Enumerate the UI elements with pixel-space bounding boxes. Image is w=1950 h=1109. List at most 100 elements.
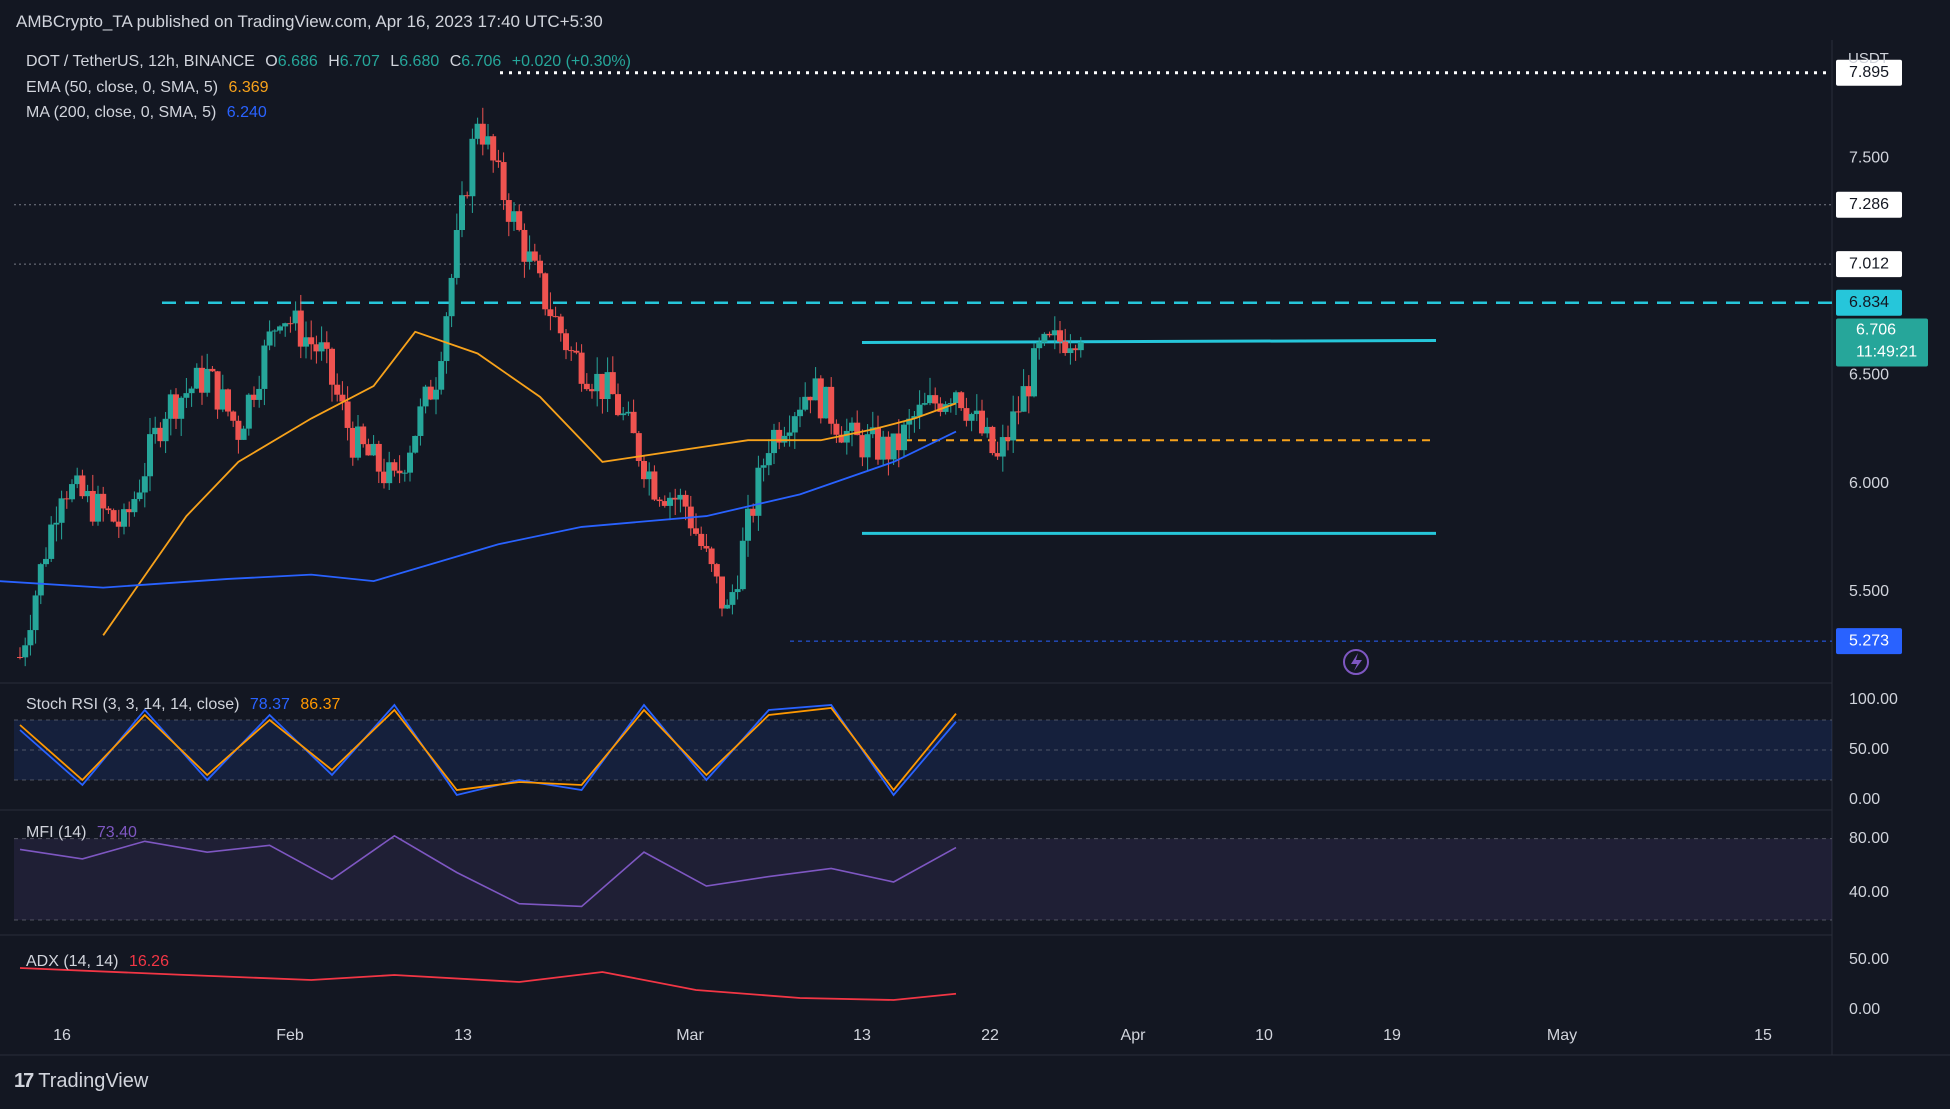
current-price-bg (1836, 318, 1928, 367)
candle-body (17, 656, 23, 658)
candle-body (994, 453, 1001, 457)
candle-body (313, 344, 320, 352)
price-tag-6834-bg (1836, 289, 1902, 316)
candle-body (251, 394, 257, 400)
candle-body (193, 367, 200, 389)
ma-line (0, 430, 957, 589)
candle-body (100, 493, 107, 509)
candle-body (48, 524, 55, 559)
candle-body (360, 426, 367, 445)
candle-body (823, 386, 829, 419)
candle-body (490, 136, 497, 161)
candle-body (646, 471, 653, 480)
candle-body (417, 406, 424, 436)
mfi-tick-label: 40.00 (1849, 884, 1889, 901)
candle-body (849, 422, 855, 431)
candle-body (729, 592, 736, 605)
candle-body (937, 403, 944, 412)
candle-body (407, 452, 413, 473)
candle-body (609, 372, 616, 395)
candle-body (162, 418, 169, 442)
candle-body (958, 392, 965, 409)
candle-body (219, 389, 226, 410)
candle-body (469, 138, 476, 197)
price-tag-6834: 6.834 (1849, 294, 1889, 311)
candle-body (95, 493, 101, 522)
price-tag-7286-bg (1836, 191, 1902, 218)
candle-body (542, 273, 549, 310)
candle-body (661, 501, 668, 506)
candle-body (63, 498, 70, 500)
adx-tick-label: 0.00 (1849, 1001, 1880, 1018)
time-tick-label: 10 (1255, 1027, 1273, 1044)
candle-body (355, 426, 361, 458)
ema-label[interactable]: EMA (50, close, 0, SMA, 5) (26, 79, 219, 96)
chart-canvas[interactable]: 7.500 6.500 6.000 5.500 7.895 7.286 7.012 6.834… (0, 40, 1950, 1100)
candle-body (906, 418, 913, 425)
candle-body (802, 396, 809, 410)
stoch-label[interactable]: Stoch RSI (3, 3, 14, 14, close) (26, 696, 240, 713)
candle-body (713, 564, 720, 577)
candle-body (750, 508, 757, 516)
candle-body (349, 427, 356, 458)
ohlc-low-label: L (390, 53, 400, 70)
candle-body (58, 498, 65, 523)
candle-body (817, 378, 824, 419)
candle-body (875, 427, 881, 460)
candle-body (594, 373, 601, 392)
candle-body (557, 316, 564, 334)
candle-body (53, 522, 60, 525)
ohlc-high: 6.707 (339, 53, 380, 70)
time-tick-label: 22 (981, 1027, 999, 1044)
ohlc-high-label: H (328, 53, 340, 70)
symbol-label[interactable]: DOT / TetherUS, 12h, BINANCE (26, 53, 255, 70)
candle-body (677, 494, 684, 500)
adx-label[interactable]: ADX (14, 14) (26, 953, 119, 970)
candle-body (890, 433, 897, 460)
candle-body (630, 411, 637, 434)
candle-body (464, 195, 471, 197)
candle-body (303, 337, 309, 347)
brand-name: TradingView (38, 1070, 149, 1092)
candle-body (724, 604, 731, 609)
candle-body (531, 251, 538, 261)
candle-body (240, 428, 247, 440)
axis-unit[interactable]: USDT (1848, 50, 1889, 67)
stoch-tick-label: 0.00 (1849, 791, 1880, 808)
candle-body (864, 434, 871, 458)
candle-body (459, 195, 465, 231)
adx-line (19, 967, 957, 1001)
mfi-label[interactable]: MFI (14) (26, 824, 87, 841)
candle-body (667, 497, 673, 506)
price-tag-7012: 7.012 (1849, 255, 1889, 272)
candle-body (989, 426, 996, 454)
candle-body (147, 434, 153, 477)
candle-body (973, 410, 980, 415)
candle-body (261, 345, 268, 389)
candle-body (339, 394, 346, 402)
candle-body (719, 576, 725, 609)
candle-body (136, 492, 143, 500)
candle-body (375, 443, 382, 472)
candle-body (651, 471, 658, 500)
adx-value: 16.26 (128, 953, 169, 970)
candle-body (765, 453, 772, 466)
candle-body (266, 331, 273, 346)
mfi-tick-label: 80.00 (1849, 830, 1889, 847)
candle-body (916, 404, 923, 417)
candle-body (812, 378, 819, 401)
candle-body (563, 333, 569, 351)
candle-body (485, 136, 491, 145)
candle-body (604, 372, 611, 399)
ohlc-close-label: C (449, 53, 462, 70)
alert-lightning-icon (1343, 649, 1369, 675)
candle-body (433, 389, 439, 400)
adx-tick-label: 50.00 (1849, 951, 1889, 968)
candle-body (745, 508, 751, 541)
time-tick-label: Mar (676, 1027, 704, 1044)
price-tag-7895-bg (1836, 59, 1902, 86)
candle-body (121, 509, 127, 527)
tradingview-brand[interactable]: 17 TradingView (14, 1070, 148, 1093)
adx-legend: ADX (14, 14) 16.26 (26, 953, 175, 971)
ma-label[interactable]: MA (200, close, 0, SMA, 5) (26, 104, 217, 121)
